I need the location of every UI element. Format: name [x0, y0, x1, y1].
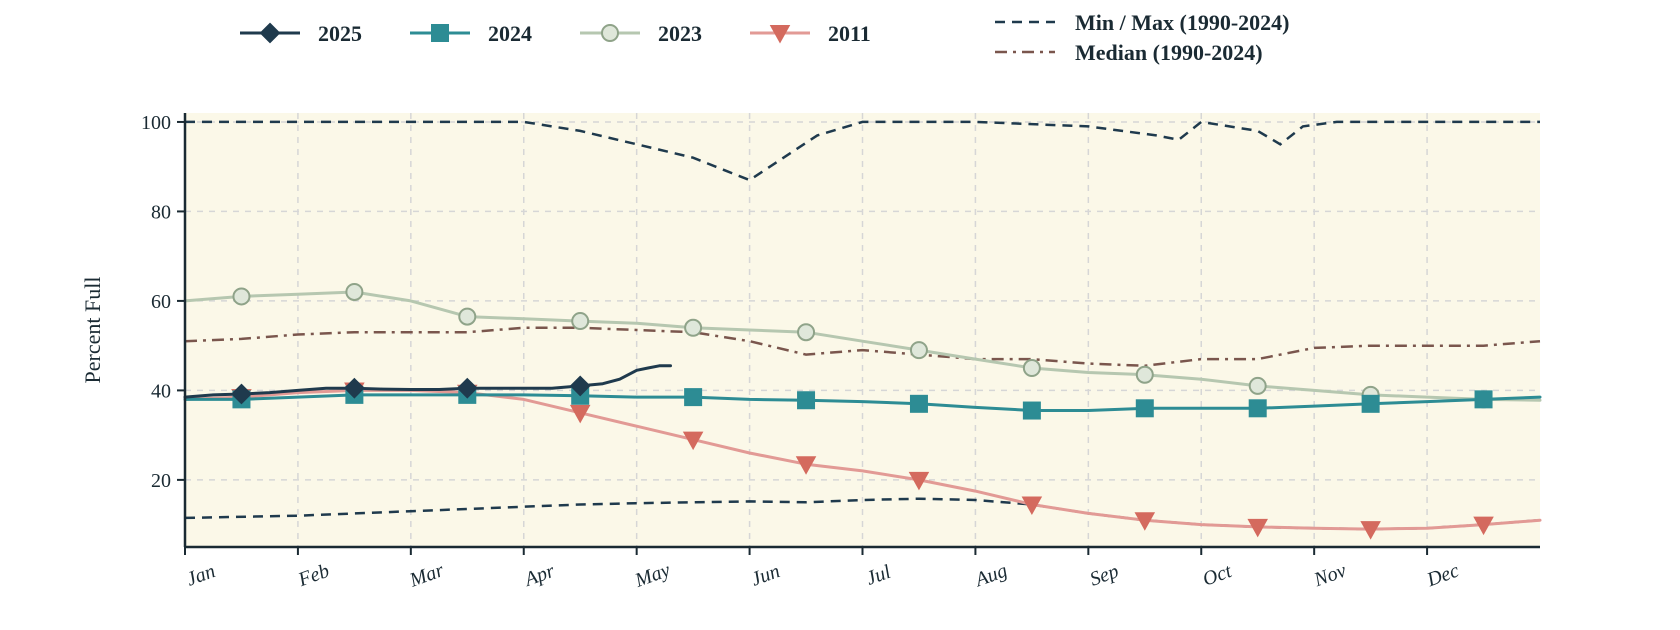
percent-full-chart: 20406080100Percent FullJanFebMarAprMayJu… [0, 0, 1680, 630]
y-tick-label: 20 [151, 470, 171, 492]
legend-label: 2024 [488, 21, 532, 46]
y-tick-label: 100 [141, 112, 171, 134]
legend-label: 2025 [318, 21, 362, 46]
y-tick-label: 80 [151, 201, 171, 223]
legend-label: 2023 [658, 21, 702, 46]
legend-label: Median (1990-2024) [1075, 40, 1263, 65]
y-tick-label: 60 [151, 291, 171, 313]
legend-label: 2011 [828, 21, 871, 46]
legend-label: Min / Max (1990-2024) [1075, 10, 1289, 35]
y-tick-label: 40 [151, 380, 171, 402]
y-axis-label: Percent Full [80, 277, 105, 384]
